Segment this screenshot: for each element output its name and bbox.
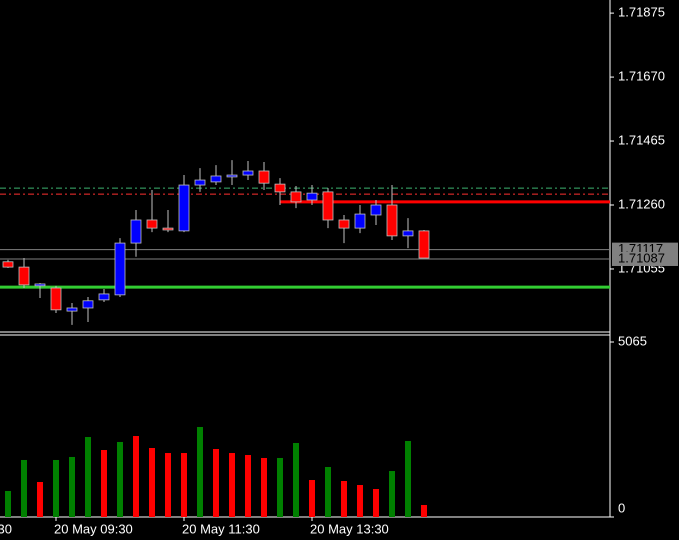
volume-bar <box>117 441 123 517</box>
volume-bar <box>149 448 155 517</box>
volume-bar <box>213 449 219 517</box>
volume-bar <box>421 505 427 517</box>
candle-body <box>386 204 398 237</box>
volume-bar <box>197 426 203 517</box>
price-tag-box <box>612 251 678 266</box>
volume-bar <box>101 450 107 517</box>
candle-body <box>34 283 46 287</box>
candle-body <box>82 300 94 309</box>
volume-bar <box>261 457 267 517</box>
volume-bar <box>373 489 379 517</box>
candle-body <box>130 219 142 244</box>
x-tick-label: 30 <box>0 521 12 536</box>
candle-body <box>178 184 190 232</box>
volume-bar <box>357 485 363 517</box>
volume-bar <box>277 457 283 517</box>
volume-bar <box>405 440 411 517</box>
candle-body <box>258 170 270 184</box>
candle-body <box>402 230 414 237</box>
volume-bar <box>229 453 235 517</box>
volume-bar <box>69 456 75 517</box>
y-tick-label: 1.71875 <box>618 5 665 20</box>
volume-bar <box>341 480 347 517</box>
y-tick-label: 5065 <box>618 333 647 348</box>
candle-body <box>354 213 366 229</box>
x-tick-label: 20 May 09:30 <box>54 521 133 536</box>
candle-body <box>418 230 430 259</box>
candle-body <box>242 170 254 176</box>
volume-bar <box>389 471 395 517</box>
y-tick-label: 1.71465 <box>618 132 665 147</box>
candle-body <box>274 183 286 193</box>
candle-body <box>306 192 318 201</box>
y-tick-label: 0 <box>618 500 625 515</box>
volume-bar <box>133 436 139 517</box>
candle-body <box>50 287 62 311</box>
volume-bar <box>37 482 43 517</box>
candle-body <box>146 219 158 229</box>
candle-body <box>290 191 302 203</box>
candle-body <box>114 242 126 296</box>
candle-body <box>66 307 78 312</box>
volume-bar <box>21 459 27 517</box>
candle-body <box>226 174 238 178</box>
candle-body <box>18 266 30 286</box>
candle-body <box>98 293 110 301</box>
candle-body <box>162 227 174 231</box>
candle-body <box>322 191 334 221</box>
y-tick-label: 1.71260 <box>618 196 665 211</box>
volume-bar <box>181 453 187 517</box>
volume-bar <box>309 479 315 517</box>
x-tick-label: 20 May 13:30 <box>310 521 389 536</box>
volume-bar <box>293 442 299 517</box>
price-tag-label: 1.71087 <box>618 250 665 265</box>
candle-body <box>370 204 382 216</box>
candle-body <box>210 175 222 183</box>
candle-body <box>2 261 14 268</box>
volume-bar <box>85 437 91 517</box>
x-tick-label: 20 May 11:30 <box>182 521 260 536</box>
volume-bar <box>165 453 171 517</box>
y-tick-label: 1.71670 <box>618 69 665 84</box>
volume-bar <box>5 490 11 517</box>
volume-bar <box>245 455 251 517</box>
candle-body <box>194 179 206 186</box>
volume-bar <box>53 459 59 517</box>
volume-bar <box>325 467 331 517</box>
candle-body <box>338 219 350 229</box>
